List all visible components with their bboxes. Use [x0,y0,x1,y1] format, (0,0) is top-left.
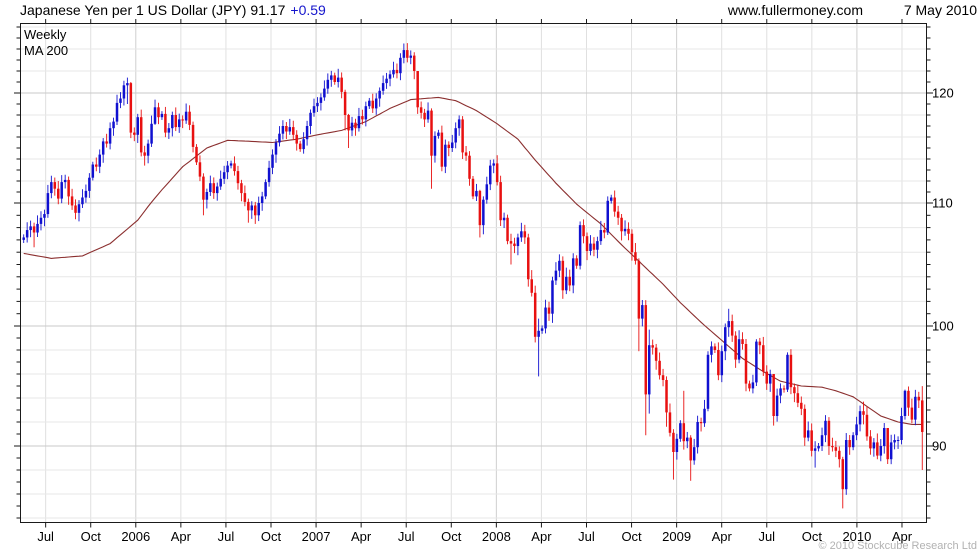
date-label: 7 May 2010 [904,2,977,18]
x-tick-label: Apr [712,529,733,544]
x-tick-label: 2009 [662,529,691,544]
legend-weekly: Weekly [24,27,67,42]
x-tick-label: 2007 [302,529,331,544]
chart-title: Japanese Yen per 1 US Dollar (JPY) 91.17… [20,2,326,18]
plot-area [14,19,933,528]
x-tick-label: Jul [218,529,235,544]
x-tick-label: Jul [37,529,54,544]
axis-ticks [14,19,933,528]
x-tick-label: Apr [531,529,552,544]
legend: Weekly MA 200 [24,27,68,58]
chart-title-change: +0.59 [290,2,326,18]
x-tick-label: Oct [81,529,102,544]
gridlines [20,23,927,523]
x-tick-label: Oct [441,529,462,544]
x-tick-label: Jul [578,529,595,544]
chart-title-main: Japanese Yen per 1 US Dollar (JPY) 91.17 [20,2,286,18]
y-axis-labels: 90 100 110 120 [932,86,954,454]
site-label: www.fullermoney.com [727,2,863,18]
y-tick-label: 120 [932,86,954,101]
x-tick-label: Apr [892,529,913,544]
candlestick-series [22,43,924,509]
y-tick-label: 110 [932,196,953,211]
x-tick-label: Jul [758,529,775,544]
legend-ma200: MA 200 [24,43,68,58]
x-tick-label: 2008 [482,529,511,544]
copyright: © 2010 Stockcube Research Ltd [818,540,977,552]
plot-border [20,23,927,523]
y-tick-label: 90 [932,439,946,454]
x-axis-labels: Jul Oct 2006 Apr Jul Oct 2007 Apr Jul Oct 2008 Apr J… [37,529,912,544]
x-tick-label: Apr [171,529,192,544]
y-tick-label: 100 [932,319,954,334]
x-tick-label: 2010 [842,529,871,544]
x-tick-label: Oct [802,529,823,544]
x-tick-label: Apr [351,529,372,544]
x-tick-label: Oct [621,529,642,544]
x-tick-label: 2006 [121,529,150,544]
x-tick-label: Jul [398,529,415,544]
x-tick-label: Oct [261,529,282,544]
